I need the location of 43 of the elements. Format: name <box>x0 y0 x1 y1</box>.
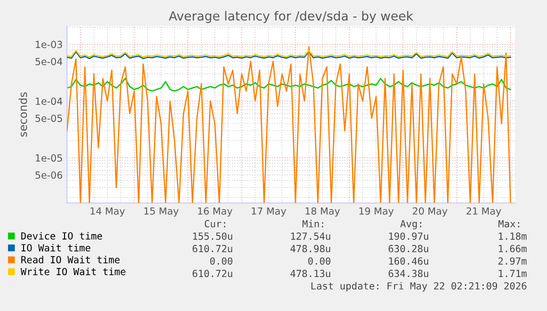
y-tick-label: 5e-04 <box>36 58 62 66</box>
y-tick-label: 1e-04 <box>36 98 62 105</box>
text: 610.72u <box>192 244 232 252</box>
x-tick-label: 14 May <box>90 207 125 217</box>
text: 0.00 <box>308 257 330 265</box>
y-tick-label: 1e-05 <box>36 154 62 162</box>
legend-label: Device IO time <box>21 232 102 240</box>
x-tick-label: 18 May <box>306 207 340 217</box>
text: Last update: Fri May 22 02:21:09 2026 <box>311 282 526 292</box>
x-tick-label: 19 May <box>359 207 394 217</box>
text: Min: <box>302 220 324 228</box>
text: 630.28u <box>388 244 428 252</box>
text: 610.72u <box>192 270 232 278</box>
text: 634.38u <box>388 270 428 278</box>
x-tick-label: 20 May <box>412 207 448 217</box>
text: 190.97u <box>389 232 428 240</box>
legend-label: Read IO Wait time <box>21 256 120 264</box>
y-tick-label: 1e-03 <box>36 40 62 48</box>
y-tick-label: 5e-06 <box>36 171 62 179</box>
text: 155.50u <box>193 232 232 240</box>
text: Avg: <box>400 220 422 230</box>
x-tick-label: 17 May <box>252 207 286 217</box>
x-tick-label: 21 May <box>466 207 502 217</box>
y-tick-label: 5e-05 <box>36 114 62 122</box>
y-axis-title: seconds <box>18 92 28 137</box>
text: 2.97m <box>498 257 527 265</box>
legend-label: IO Wait time <box>22 244 90 252</box>
text: 160.46u <box>389 257 428 265</box>
text: 1.18m <box>498 232 527 240</box>
chart-title: Average latency for /dev/sda - by week <box>168 10 414 24</box>
x-tick-label: 15 May <box>144 207 179 217</box>
text: 1.71m <box>498 270 527 277</box>
text: 1.66m <box>498 244 527 252</box>
line-series <box>67 78 512 92</box>
text: 478.13u <box>290 270 330 278</box>
line-series <box>67 46 512 203</box>
text: Max: <box>498 220 520 228</box>
legend-label: Write IO Wait time <box>20 268 126 276</box>
text: Cur: <box>204 220 226 228</box>
text: 127.54u <box>291 232 330 240</box>
x-tick-label: 16 May <box>198 207 232 217</box>
text: 0.00 <box>210 257 232 265</box>
text: 478.98u <box>290 244 330 252</box>
